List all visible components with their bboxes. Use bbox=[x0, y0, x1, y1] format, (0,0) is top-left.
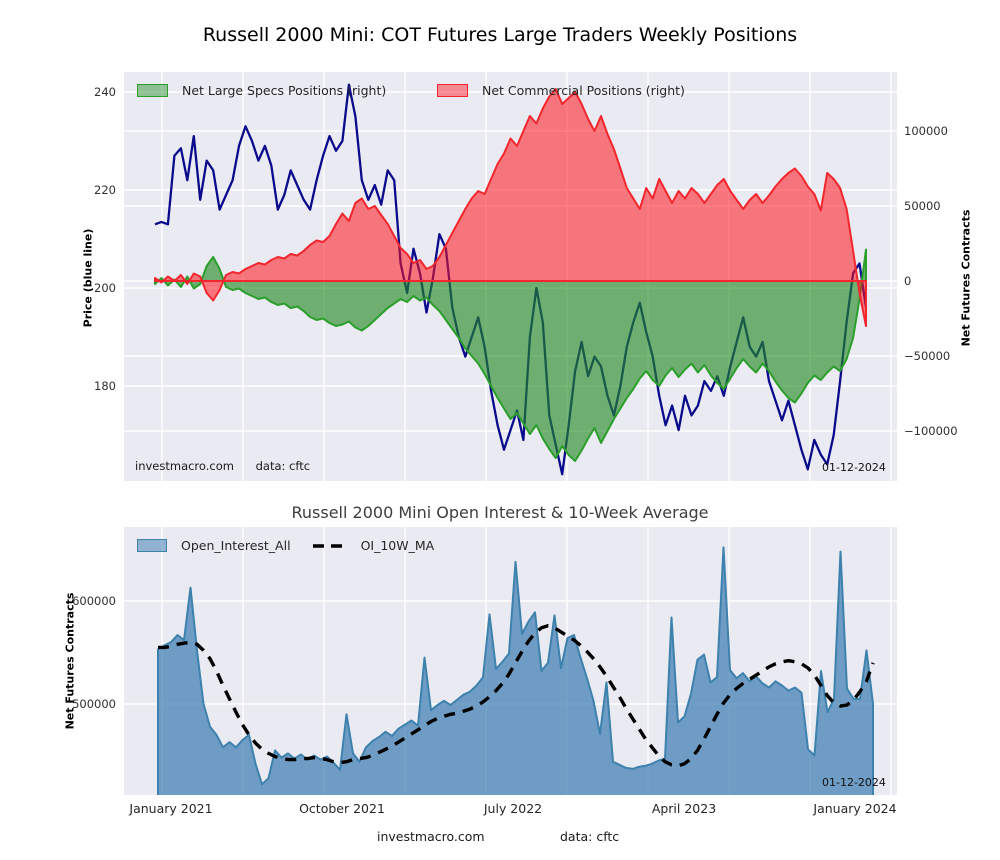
bottom-chart-title: Russell 2000 Mini Open Interest & 10-Wee… bbox=[291, 503, 709, 522]
contracts-tick-100000: 100000 bbox=[904, 124, 948, 138]
open-interest-swatch-icon bbox=[137, 539, 167, 552]
price-tick-200: 200 bbox=[94, 281, 116, 295]
top-date-label: 01-12-2024 bbox=[822, 461, 886, 474]
top-chart-title: Russell 2000 Mini: COT Futures Large Tra… bbox=[202, 24, 798, 46]
xtick-january-2021: January 2021 bbox=[129, 801, 213, 816]
contracts-tick-neg100000: −100000 bbox=[904, 424, 958, 438]
xtick-october-2021: October 2021 bbox=[299, 801, 385, 816]
watermark-text: investmacro.com bbox=[135, 459, 234, 473]
top-legend-2: Net Commercial Positions (right) bbox=[437, 83, 685, 98]
source-text: data: cftc bbox=[255, 459, 311, 473]
price-tick-180: 180 bbox=[94, 379, 116, 393]
net-commercials-swatch-icon bbox=[437, 84, 468, 97]
net-commercials-legend-label: Net Commercial Positions (right) bbox=[482, 83, 685, 98]
footer-watermark: investmacro.com bbox=[377, 829, 485, 844]
oi-tick-500000: 500000 bbox=[72, 697, 116, 711]
contracts-tick-0: 0 bbox=[904, 274, 912, 288]
top-right-axis-label: Net Futures Contracts bbox=[959, 209, 973, 347]
oi-ma-legend-label: OI_10W_MA bbox=[360, 538, 435, 553]
price-tick-240: 240 bbox=[94, 85, 116, 99]
bottom-date-label: 01-12-2024 bbox=[822, 776, 886, 789]
net-large-specs-swatch-icon bbox=[137, 84, 168, 97]
bottom-legend: Open_Interest_All OI_10W_MA bbox=[137, 538, 434, 553]
contracts-tick-50000: 50000 bbox=[904, 199, 941, 213]
top-watermark: investmacro.com data: cftc bbox=[135, 459, 310, 473]
dashed-line-icon bbox=[312, 543, 347, 548]
xtick-july-2022: July 2022 bbox=[483, 801, 543, 816]
contracts-tick-neg50000: −50000 bbox=[904, 349, 951, 363]
price-tick-220: 220 bbox=[94, 183, 116, 197]
footer-source: data: cftc bbox=[560, 829, 620, 844]
open-interest-legend-label: Open_Interest_All bbox=[181, 538, 291, 553]
xtick-april-2023: April 2023 bbox=[651, 801, 717, 816]
oi-tick-600000: 600000 bbox=[72, 594, 116, 608]
top-legend: Net Large Specs Positions (right) bbox=[137, 83, 386, 98]
net-large-specs-legend-label: Net Large Specs Positions (right) bbox=[182, 83, 387, 98]
xtick-january-2024: January 2024 bbox=[813, 801, 897, 816]
price-axis-label: Price (blue line) bbox=[81, 228, 95, 328]
